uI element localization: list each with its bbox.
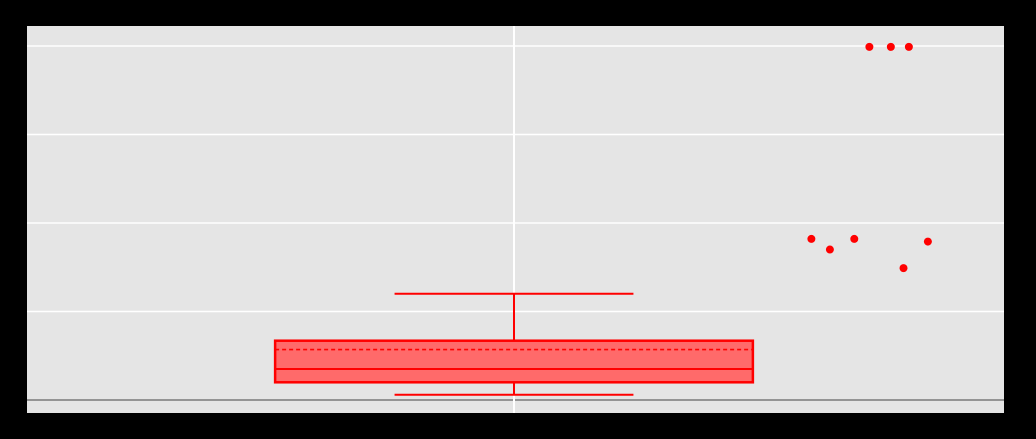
outlier-point-5 <box>923 237 932 246</box>
outlier-point-8 <box>904 42 913 51</box>
outlier-point-2 <box>825 245 834 254</box>
outliers-group <box>807 42 932 273</box>
box-group <box>273 292 755 396</box>
iqr-box <box>273 339 755 384</box>
outlier-point-6 <box>865 42 874 51</box>
outlier-point-7 <box>886 42 895 51</box>
outlier-point-3 <box>850 234 859 243</box>
outlier-point-1 <box>807 234 816 243</box>
outlier-point-4 <box>899 264 908 273</box>
